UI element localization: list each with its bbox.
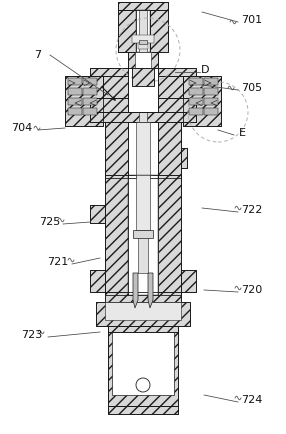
Bar [132, 68, 154, 86]
Bar [118, 2, 168, 10]
Bar [189, 98, 203, 105]
Bar [150, 10, 168, 52]
Bar [90, 112, 196, 122]
Text: 725: 725 [39, 217, 61, 227]
Bar [138, 43, 148, 49]
Bar [204, 98, 218, 105]
Text: E: E [239, 128, 245, 138]
Bar [183, 76, 221, 126]
Bar [128, 122, 158, 178]
Bar [118, 10, 136, 52]
Bar [90, 112, 196, 122]
Text: 721: 721 [47, 257, 69, 267]
Bar [153, 175, 181, 295]
Bar [150, 10, 168, 52]
Bar [189, 108, 203, 115]
Bar [65, 76, 103, 126]
Bar [90, 98, 196, 112]
Bar [90, 68, 196, 76]
Text: D: D [201, 65, 209, 75]
Bar [118, 2, 168, 10]
Bar [105, 292, 181, 302]
Text: 701: 701 [241, 15, 263, 25]
Bar [68, 108, 82, 115]
Bar [108, 326, 178, 332]
Bar [128, 175, 158, 295]
Bar [153, 76, 183, 98]
Bar [136, 122, 150, 178]
Text: 723: 723 [21, 330, 43, 340]
Bar [90, 270, 105, 292]
Bar [105, 302, 181, 320]
Bar [204, 88, 218, 95]
Bar [105, 122, 133, 178]
Bar [108, 406, 178, 414]
Bar [83, 108, 97, 115]
Bar [133, 230, 153, 238]
Bar [105, 175, 133, 295]
Bar [189, 78, 203, 85]
Text: 7: 7 [34, 50, 41, 60]
Bar [128, 52, 158, 68]
Bar [128, 175, 158, 295]
Bar [204, 108, 218, 115]
Bar [153, 122, 181, 178]
Bar [103, 76, 133, 98]
Bar [132, 68, 154, 86]
Bar [181, 270, 196, 292]
Bar [128, 122, 158, 178]
Bar [96, 302, 190, 326]
Bar [136, 10, 150, 52]
Polygon shape [118, 2, 168, 10]
Bar [204, 78, 218, 85]
Bar [138, 238, 148, 273]
Bar [65, 76, 103, 126]
Bar [183, 76, 221, 126]
Bar [136, 175, 150, 230]
Bar [96, 302, 190, 326]
Bar [90, 205, 105, 223]
Bar [90, 205, 105, 223]
Bar [128, 68, 158, 112]
Bar [181, 148, 187, 168]
Text: 722: 722 [241, 205, 263, 215]
Bar [68, 78, 82, 85]
Bar [108, 326, 178, 406]
Bar [105, 292, 181, 302]
Text: 705: 705 [241, 83, 263, 93]
Bar [153, 175, 181, 295]
Bar [181, 270, 196, 292]
Bar [108, 326, 178, 406]
Bar [139, 40, 147, 44]
Bar [90, 68, 196, 76]
Bar [103, 76, 133, 98]
Text: 704: 704 [11, 123, 33, 133]
Polygon shape [148, 273, 153, 308]
Bar [112, 330, 174, 395]
Bar [153, 122, 181, 178]
Bar [153, 76, 183, 98]
Bar [135, 52, 151, 68]
Bar [105, 122, 133, 178]
Bar [90, 98, 196, 112]
Bar [128, 68, 158, 112]
Text: 724: 724 [241, 395, 263, 405]
Polygon shape [133, 273, 138, 308]
Bar [128, 52, 158, 68]
Bar [132, 35, 154, 43]
Bar [68, 88, 82, 95]
Bar [83, 88, 97, 95]
Bar [83, 98, 97, 105]
Bar [108, 406, 178, 414]
Bar [108, 326, 178, 332]
Bar [118, 10, 136, 52]
Bar [139, 10, 147, 270]
Text: 720: 720 [241, 285, 263, 295]
Bar [189, 88, 203, 95]
Bar [90, 270, 105, 292]
Bar [105, 175, 133, 295]
Bar [68, 98, 82, 105]
Bar [181, 148, 187, 168]
Bar [83, 78, 97, 85]
